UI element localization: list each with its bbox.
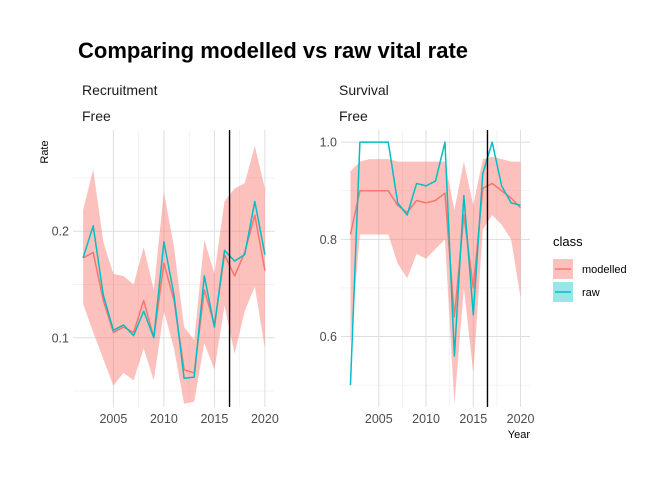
- y-tick-label: 1.0: [320, 136, 337, 150]
- y-tick-label: 0.1: [52, 331, 69, 345]
- x-tick-label: 2020: [507, 412, 535, 426]
- y-tick-label: 0.6: [320, 330, 337, 344]
- line-raw: [82, 200, 266, 379]
- panel-1-strip-2: Free: [82, 108, 111, 124]
- legend-label-modelled: modelled: [582, 264, 627, 276]
- ribbon-modelled: [350, 156, 521, 405]
- legend-item-raw: raw: [553, 282, 600, 302]
- y-tick-label: 0.2: [52, 225, 69, 239]
- ribbon-modelled: [83, 145, 265, 404]
- x-tick-label: 2010: [412, 412, 440, 426]
- x-axis-title: Year: [508, 429, 531, 441]
- x-tick-label: 2020: [251, 412, 279, 426]
- x-tick-label: 2005: [365, 412, 393, 426]
- line-raw: [349, 141, 521, 386]
- panel-1: 2005 2010 2015 2020 0.1 0.2: [52, 130, 279, 426]
- y-tick-label: 0.8: [320, 233, 337, 247]
- panel-2-strip-2: Free: [339, 108, 368, 124]
- x-tick-label: 2005: [99, 412, 127, 426]
- y-axis-title: Rate: [39, 140, 51, 163]
- legend-item-modelled: modelled: [553, 259, 627, 279]
- legend-label-raw: raw: [582, 287, 600, 299]
- panel-1-strip-1: Recruitment: [82, 82, 158, 98]
- panel-2-strip-1: Survival: [339, 82, 389, 98]
- x-tick-label: 2010: [150, 412, 178, 426]
- x-tick-label: 2015: [459, 412, 487, 426]
- chart-title: Comparing modelled vs raw vital rate: [78, 38, 468, 63]
- x-tick-label: 2015: [200, 412, 228, 426]
- legend-title: class: [553, 234, 583, 249]
- line-modelled: [349, 182, 522, 318]
- panel-2: 2005 2010 2015 2020 0.6 0.8 1.0: [320, 130, 535, 426]
